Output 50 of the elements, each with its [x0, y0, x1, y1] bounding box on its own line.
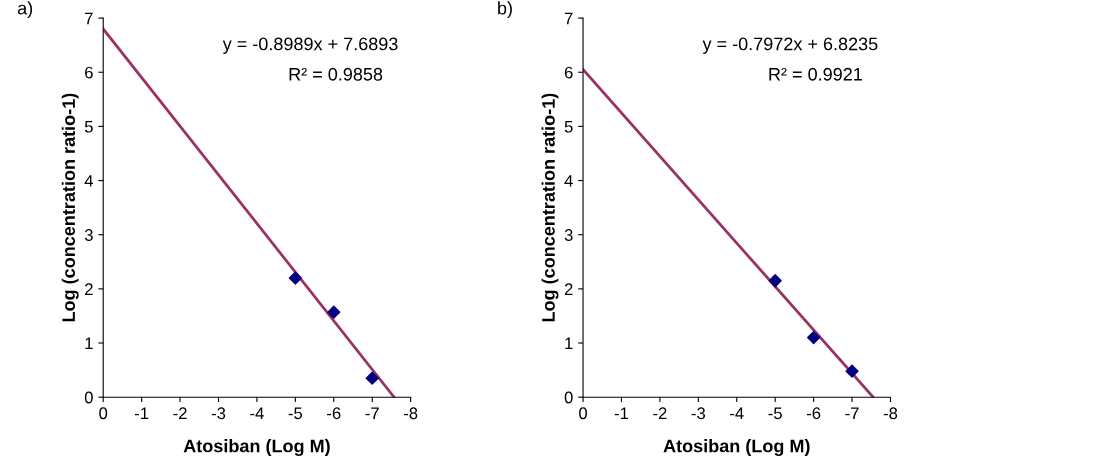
y-axis-title: Log (concentration ratio-1): [541, 93, 559, 322]
chart-title: b): [498, 1, 512, 19]
x-tick-label: -7: [845, 407, 859, 419]
point: [845, 364, 859, 378]
x-tick-label: -2: [653, 407, 667, 419]
y-tick-label: 4: [84, 175, 93, 187]
x-tick-label: -7: [365, 407, 379, 419]
x-tick-label: -1: [614, 407, 629, 419]
y-tick-label: 6: [564, 66, 573, 79]
point: [768, 274, 782, 288]
x-tick-label: -6: [806, 407, 821, 420]
point: [807, 331, 821, 345]
x-tick-label: -8: [403, 407, 418, 420]
annotation: R² = 0.9858: [289, 67, 383, 81]
y-tick-label: 0: [564, 391, 573, 404]
y-tick-label: 7: [564, 12, 573, 25]
y-tick-label: 0: [84, 391, 93, 404]
y-tick-label: 3: [84, 229, 93, 241]
x-tick-label: -3: [211, 407, 226, 420]
y-tick-label: 2: [85, 283, 93, 295]
x-tick-label: -1: [134, 407, 149, 419]
x-tick-label: -5: [288, 407, 303, 420]
x-tick-label: 0: [99, 407, 108, 420]
x-tick-label: -3: [691, 407, 706, 420]
y-tick-label: 2: [564, 283, 573, 295]
x-axis-title: Atosiban (Log M): [663, 439, 810, 457]
x-axis-title: Atosiban (Log M): [183, 439, 330, 457]
y-tick-label: 5: [564, 120, 573, 133]
annotation: R² = 0.9921: [769, 67, 862, 81]
annotation: y = -0.7972x + 6.8235: [702, 37, 878, 54]
x-tick-label: -5: [768, 407, 782, 420]
y-tick-label: 1: [565, 337, 573, 350]
y-tick-label: 3: [564, 229, 573, 241]
x-tick-label: -2: [173, 407, 187, 419]
x-tick-label: -6: [327, 407, 341, 420]
y-tick-label: 7: [85, 12, 93, 25]
x-tick-label: -4: [250, 407, 264, 419]
point: [288, 271, 302, 285]
point: [365, 371, 379, 385]
y-tick-label: 4: [564, 175, 573, 187]
x-tick-label: -4: [730, 407, 744, 419]
annotation: y = -0.8989x + 7.6893: [222, 37, 398, 54]
chart-title: a): [17, 1, 33, 19]
y-tick-label: 6: [85, 66, 93, 79]
y-axis-title: Log (concentration ratio-1): [61, 93, 79, 322]
x-tick-label: -8: [883, 407, 898, 420]
point: [327, 305, 341, 319]
y-tick-label: 1: [85, 337, 93, 350]
y-tick-label: 5: [84, 120, 93, 133]
x-tick-label: 0: [579, 407, 588, 420]
